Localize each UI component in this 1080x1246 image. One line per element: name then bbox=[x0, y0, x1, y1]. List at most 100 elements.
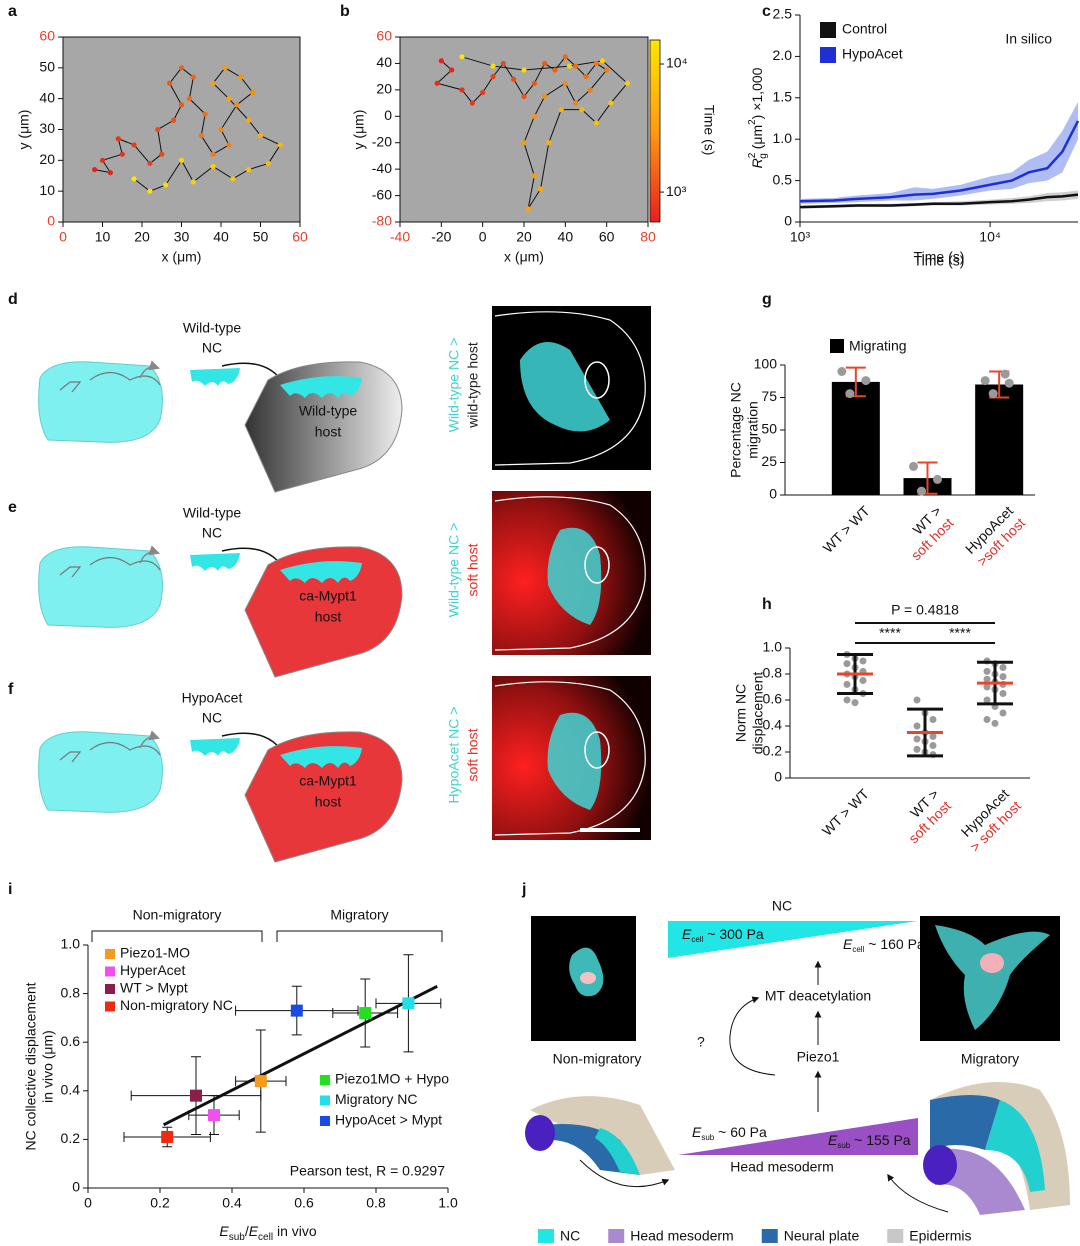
x-tick-label: WT >soft host bbox=[896, 502, 957, 563]
label-part: 2 bbox=[747, 152, 758, 158]
data-point bbox=[983, 667, 991, 675]
label-part: R bbox=[749, 158, 765, 168]
colorbar-label: Time (s) bbox=[701, 105, 717, 156]
y-axis-label: Norm NC bbox=[733, 684, 749, 742]
embryo-part bbox=[935, 1148, 1025, 1215]
legend-label: Migrating bbox=[849, 338, 907, 354]
host-label: host bbox=[315, 609, 342, 625]
y-tick-label: 0 bbox=[384, 107, 392, 123]
y-axis-label: in vivo (μm) bbox=[40, 1030, 56, 1103]
label-part: in vivo bbox=[273, 1223, 317, 1239]
y-axis-label: migration bbox=[745, 401, 761, 459]
host-embryo bbox=[244, 546, 403, 678]
data-point bbox=[999, 690, 1007, 697]
panel-letter: e bbox=[8, 499, 17, 516]
legend-label: Non-migratory NC bbox=[120, 997, 233, 1013]
x-axis-label: Esub/Ecell in vivo bbox=[219, 1223, 317, 1243]
trajectory-point bbox=[459, 54, 465, 60]
legend-label: Epidermis bbox=[909, 1228, 971, 1244]
cell bbox=[569, 947, 604, 997]
legend-swatch bbox=[538, 1229, 554, 1243]
trajectory-point bbox=[599, 58, 606, 64]
trajectory-point bbox=[178, 157, 185, 163]
panel-letter: f bbox=[8, 681, 14, 698]
trajectory-point bbox=[92, 166, 98, 173]
image-label: Migratory bbox=[961, 1051, 1019, 1067]
legend-swatch bbox=[761, 1229, 778, 1243]
step: MT deacetylation bbox=[765, 988, 871, 1004]
group-label: Migratory bbox=[330, 907, 388, 923]
x-tick-label: 50 bbox=[253, 229, 269, 245]
trajectory-point bbox=[218, 126, 224, 133]
group-label: Non-migratory bbox=[133, 907, 222, 923]
legend-swatch bbox=[320, 1116, 330, 1126]
panel-letter: a bbox=[8, 3, 17, 20]
cell-stiffness-high: Ecell ~ 160 Pa bbox=[843, 936, 925, 954]
label-part: cell bbox=[852, 945, 864, 954]
bar bbox=[831, 381, 880, 495]
nc-tissue bbox=[190, 368, 240, 386]
y-tick-label: 0.6 bbox=[763, 691, 783, 707]
data-point bbox=[843, 696, 851, 704]
annotation: In silico bbox=[1005, 31, 1052, 47]
legend-swatch bbox=[105, 966, 115, 977]
trajectory-point bbox=[119, 151, 125, 157]
trajectory-point bbox=[531, 113, 537, 119]
x-tick-label: 40 bbox=[558, 229, 574, 245]
panel-letter: c bbox=[762, 3, 771, 20]
data-point bbox=[913, 722, 921, 730]
y-tick-label: -40 bbox=[372, 160, 392, 176]
trajectory-point bbox=[500, 60, 506, 67]
data-point bbox=[913, 735, 921, 743]
trajectory-point bbox=[490, 63, 496, 69]
series-line bbox=[799, 120, 1080, 203]
y-tick-label: 50 bbox=[39, 59, 55, 75]
panel-letter: b bbox=[340, 3, 350, 20]
data-point bbox=[208, 1109, 220, 1122]
embryo-outline bbox=[59, 371, 161, 393]
trajectory-point bbox=[542, 93, 548, 100]
trajectory-point bbox=[562, 54, 568, 60]
bar bbox=[975, 384, 1024, 495]
group-bracket bbox=[276, 930, 443, 942]
trajectory-point bbox=[587, 87, 593, 93]
trajectory-point bbox=[210, 80, 216, 86]
x-tick-label: 10 bbox=[95, 229, 111, 245]
trajectory-point bbox=[459, 87, 465, 93]
label-part: E bbox=[828, 1132, 838, 1148]
data-point bbox=[859, 657, 867, 665]
trajectory-point bbox=[546, 140, 552, 146]
condition-label: soft host bbox=[465, 728, 481, 781]
embryo-part bbox=[595, 1128, 640, 1175]
data-point bbox=[1000, 369, 1010, 379]
x-tick-label: 20 bbox=[134, 229, 150, 245]
trajectory-point bbox=[511, 76, 517, 82]
label-part: sub bbox=[701, 1133, 714, 1142]
y-axis-label: displacement bbox=[750, 672, 766, 755]
legend-label: NC bbox=[560, 1228, 580, 1244]
trajectory-point bbox=[155, 126, 161, 133]
y-tick-label: 2.0 bbox=[773, 47, 793, 63]
y-tick-label: 20 bbox=[39, 151, 55, 167]
embryo-outline bbox=[494, 681, 646, 836]
grafted-nc bbox=[280, 376, 362, 398]
panel-letter: h bbox=[762, 596, 772, 613]
trajectory-point bbox=[558, 107, 564, 113]
data-point bbox=[983, 675, 991, 683]
nc-tissue bbox=[190, 553, 240, 571]
legend-swatch bbox=[830, 339, 844, 353]
trajectory-point bbox=[171, 117, 177, 123]
cell-stiffness-low: Ecell ~ 300 Pa bbox=[682, 926, 764, 944]
x-axis-label: Time (s) bbox=[914, 253, 965, 269]
y-axis-label: R2g (μm2) ×1,000 bbox=[747, 67, 769, 168]
label-part: ~ 155 Pa bbox=[850, 1132, 911, 1148]
embryo-part bbox=[923, 1145, 957, 1185]
y-tick-label: 0.4 bbox=[61, 1082, 81, 1098]
y-tick-label: 60 bbox=[39, 28, 55, 44]
legend-label: HyperAcet bbox=[120, 962, 185, 978]
trajectory-point bbox=[222, 65, 228, 71]
data-point bbox=[845, 389, 855, 399]
legend-label: Neural plate bbox=[784, 1228, 860, 1244]
legend-swatch bbox=[820, 47, 836, 63]
embryo-outline bbox=[494, 496, 646, 651]
